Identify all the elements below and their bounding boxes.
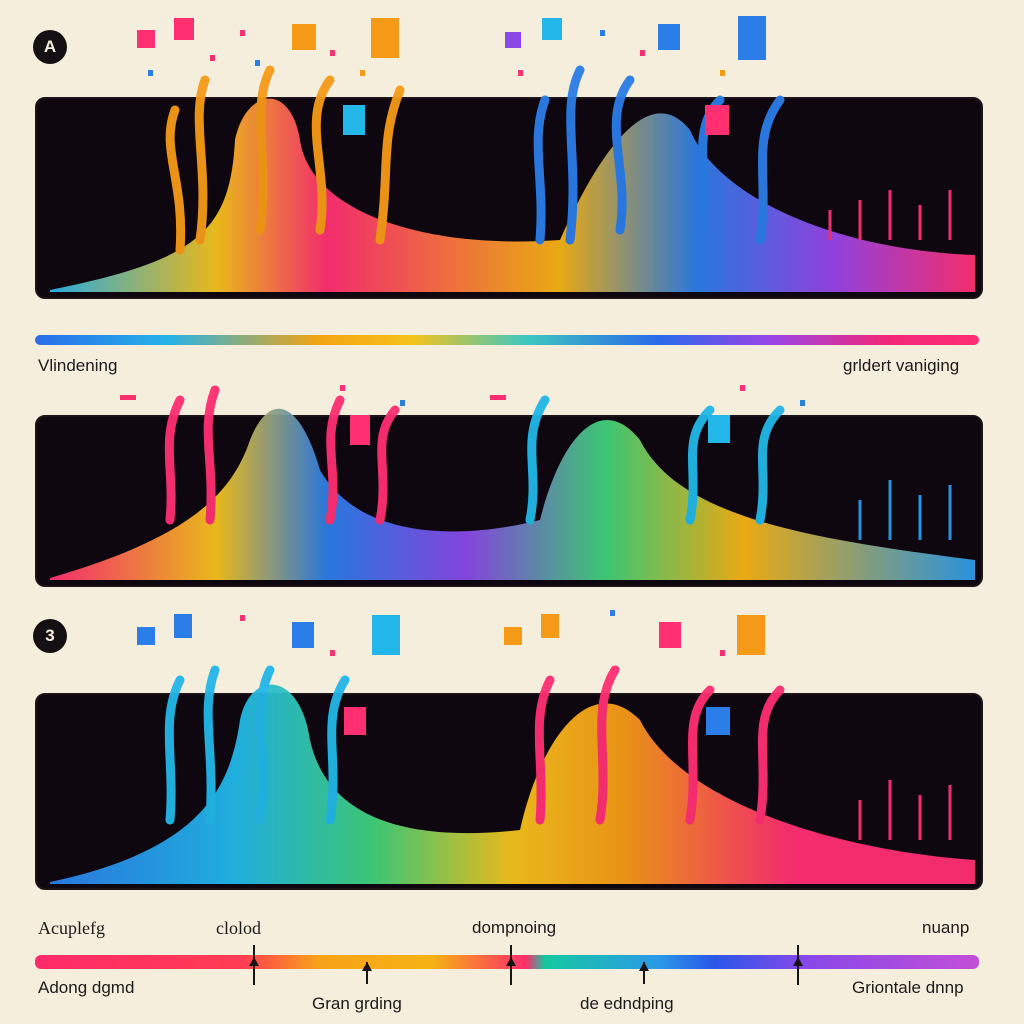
arrow-tick-icon — [793, 957, 803, 966]
bottom-bar-top-label-1: Acuplefg — [38, 918, 105, 938]
bottom-bar-bottom-label-3: de edndping — [580, 994, 674, 1013]
arrow-tick-icon — [639, 962, 649, 971]
arrow-tick-icon — [506, 957, 516, 966]
panel-top — [35, 97, 983, 299]
bottom-bar-bottom-label-4: Griontale dnnp — [852, 978, 964, 997]
bottom-bar-top-label-3: dompnoing — [472, 918, 557, 937]
bottom-bar-bottom-label-1: Adong dgmd — [38, 978, 135, 997]
bottom-bar-top-label-4: nuanp — [922, 918, 970, 937]
panel-middle — [35, 415, 983, 587]
middle-bar-right-label: grldert vaniging — [843, 356, 960, 375]
panel-bottom — [35, 693, 983, 890]
arrow-tick-icon — [362, 962, 372, 971]
gradient-bar-middle — [35, 335, 979, 345]
arrow-tick-icon — [249, 957, 259, 966]
tick-marker-2 — [366, 962, 368, 984]
tick-marker-4 — [643, 962, 645, 984]
bottom-bar-bottom-label-2: Gran grding — [312, 994, 402, 1013]
middle-bar-left-label: Vlindening — [38, 356, 118, 375]
badge-3: 3 — [33, 619, 67, 653]
badge-a: A — [33, 30, 67, 64]
bottom-bar-top-label-2: clolod — [216, 918, 261, 938]
